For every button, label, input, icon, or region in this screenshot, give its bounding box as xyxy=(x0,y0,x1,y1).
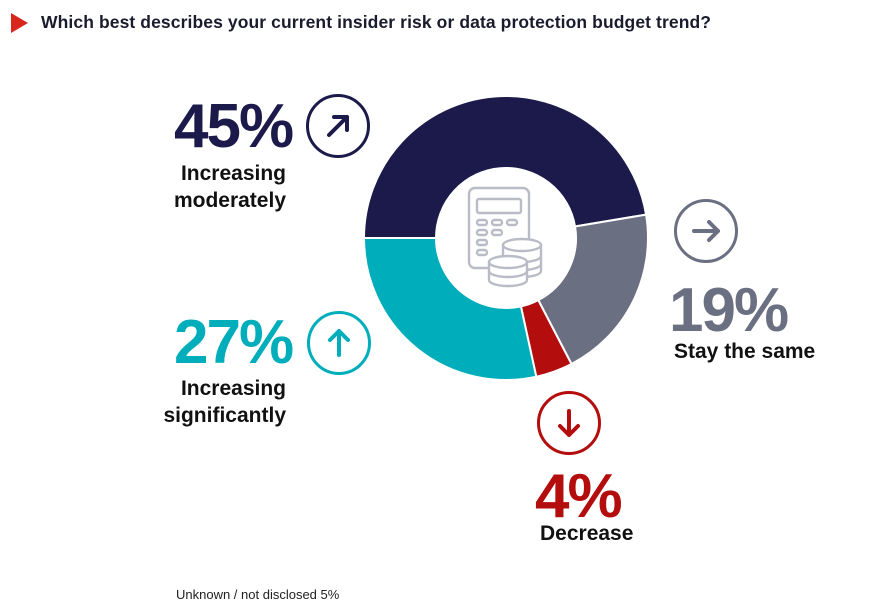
pct-increasing-moderately: 45% xyxy=(174,92,294,161)
donut-slice-increasing-moderately xyxy=(362,95,648,239)
label-increasing-significantly: Increasing significantly xyxy=(100,375,286,429)
label-stay-the-same: Stay the same xyxy=(674,340,816,363)
label-increasing-moderately: Increasing moderately xyxy=(100,160,286,214)
label-line-2: moderately xyxy=(173,189,286,212)
label-line-1: Increasing xyxy=(180,162,286,185)
arrow-up-icon xyxy=(307,311,371,375)
footnote-unknown: Unknown / not disclosed 5% xyxy=(176,587,340,602)
donut-slice-increasing-significantly xyxy=(362,237,538,381)
calculator-coins-icon xyxy=(467,186,543,288)
title-row: Which best describes your current inside… xyxy=(11,12,711,33)
label-decrease: Decrease xyxy=(540,522,634,545)
arrow-up-right-icon xyxy=(306,94,370,158)
pct-stay-the-same: 19% xyxy=(669,276,789,345)
label-line-2: significantly xyxy=(163,404,286,427)
label-line-1: Increasing xyxy=(180,377,286,400)
arrow-down-icon xyxy=(537,391,601,455)
pct-increasing-significantly: 27% xyxy=(174,308,294,377)
title-marker-icon xyxy=(11,12,28,33)
donut-slice-stay-the-same xyxy=(536,213,649,366)
pct-decrease: 4% xyxy=(535,462,623,531)
chart-title: Which best describes your current inside… xyxy=(41,12,712,32)
arrow-right-icon xyxy=(674,199,738,263)
